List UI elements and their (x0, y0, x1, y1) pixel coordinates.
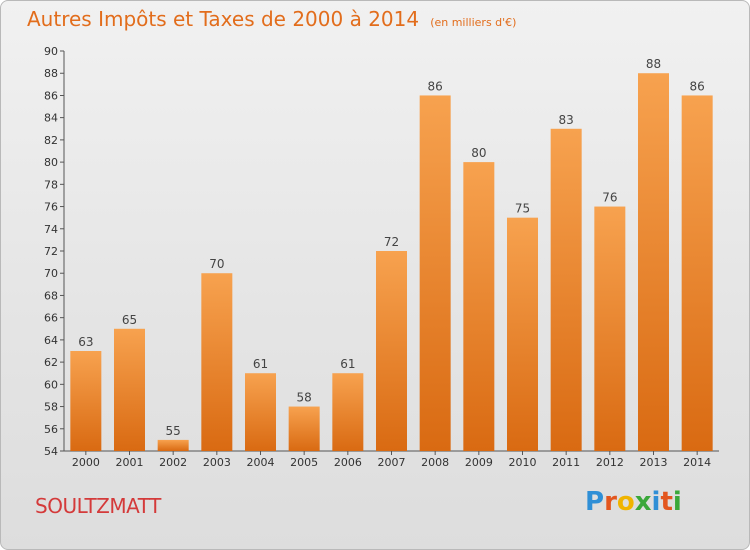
y-tick-label: 70 (44, 267, 58, 280)
x-tick-label: 2002 (159, 456, 187, 469)
bar-value-label: 80 (471, 146, 486, 160)
chart-title-block: Autres Impôts et Taxes de 2000 à 2014 (e… (27, 7, 516, 31)
x-tick-label: 2011 (552, 456, 580, 469)
bar-value-label: 72 (384, 235, 399, 249)
bar-value-label: 65 (122, 313, 137, 327)
bar-value-label: 86 (690, 79, 705, 93)
y-tick-label: 86 (44, 89, 58, 102)
location-name: SOULTZMATT (35, 494, 161, 518)
y-tick-label: 60 (44, 378, 58, 391)
chart-title: Autres Impôts et Taxes de 2000 à 2014 (27, 7, 420, 31)
bar-value-label: 83 (559, 113, 574, 127)
x-tick-label: 2001 (116, 456, 144, 469)
bar-2009 (463, 162, 495, 451)
y-tick-label: 66 (44, 312, 58, 325)
logo-letter: x (634, 487, 652, 517)
bar-2010 (507, 217, 538, 451)
x-tick-label: 2005 (290, 456, 318, 469)
y-tick-label: 56 (44, 423, 58, 436)
y-tick-label: 76 (44, 201, 58, 214)
bar-value-label: 61 (340, 357, 355, 371)
x-tick-label: 2014 (683, 456, 711, 469)
x-tick-label: 2000 (72, 456, 100, 469)
y-tick-label: 82 (44, 134, 58, 147)
y-tick-label: 78 (44, 178, 58, 191)
x-tick-label: 2009 (465, 456, 493, 469)
bar-2003 (201, 273, 233, 451)
logo-letter: r (604, 487, 617, 517)
bar-2011 (550, 128, 582, 451)
logo-letter: i (651, 487, 661, 517)
x-tick-label: 2008 (421, 456, 449, 469)
logo-letter: P (585, 487, 605, 517)
x-tick-label: 2012 (596, 456, 624, 469)
bar-value-label: 70 (209, 257, 224, 271)
y-tick-label: 84 (44, 112, 58, 125)
bar-value-label: 58 (297, 391, 312, 405)
x-tick-label: 2010 (509, 456, 537, 469)
bar-2014 (681, 95, 713, 451)
x-tick-label: 2003 (203, 456, 231, 469)
bar-value-label: 63 (78, 335, 93, 349)
bar-2007 (376, 251, 407, 451)
y-tick-label: 54 (44, 445, 58, 458)
chart-bars (70, 73, 713, 451)
bar-2002 (157, 439, 189, 451)
y-tick-label: 74 (44, 223, 58, 236)
bar-value-label: 76 (602, 191, 617, 205)
bar-value-label: 86 (428, 79, 443, 93)
x-tick-label: 2006 (334, 456, 362, 469)
bar-2012 (594, 206, 626, 451)
bar-2013 (638, 73, 669, 451)
bar-value-label: 75 (515, 202, 530, 216)
y-tick-label: 62 (44, 356, 58, 369)
y-tick-label: 64 (44, 334, 58, 347)
y-tick-label: 88 (44, 67, 58, 80)
y-tick-label: 58 (44, 401, 58, 414)
proxiti-logo: Proxiti (585, 487, 682, 517)
y-tick-label: 80 (44, 156, 58, 169)
y-tick-label: 72 (44, 245, 58, 258)
x-tick-label: 2007 (378, 456, 406, 469)
bar-2000 (70, 351, 102, 451)
bar-value-label: 61 (253, 357, 268, 371)
chart-subtitle: (en milliers d'€) (430, 16, 517, 29)
bar-2005 (288, 406, 320, 451)
bar-2001 (114, 328, 145, 451)
chart-axes: 54 56 58 60 62 64 66 68 70 72 74 76 78 80 82 84 86 88 90 (44, 45, 719, 458)
y-tick-label: 90 (44, 45, 58, 58)
bar-value-label: 88 (646, 57, 661, 71)
x-tick-label: 2004 (247, 456, 275, 469)
bar-2006 (332, 373, 364, 451)
bar-value-label: 55 (166, 424, 181, 438)
bar-2004 (245, 373, 276, 451)
bar-2008 (419, 95, 451, 451)
y-tick-label: 68 (44, 289, 58, 302)
logo-letter: t (660, 487, 673, 517)
logo-letter: o (616, 487, 635, 517)
x-tick-label: 2013 (640, 456, 668, 469)
chart-labels: 63 2000 65 2001 55 2002 70 2003 61 2004 58 2005 61 20… (72, 57, 711, 469)
logo-letter: i (672, 487, 682, 517)
